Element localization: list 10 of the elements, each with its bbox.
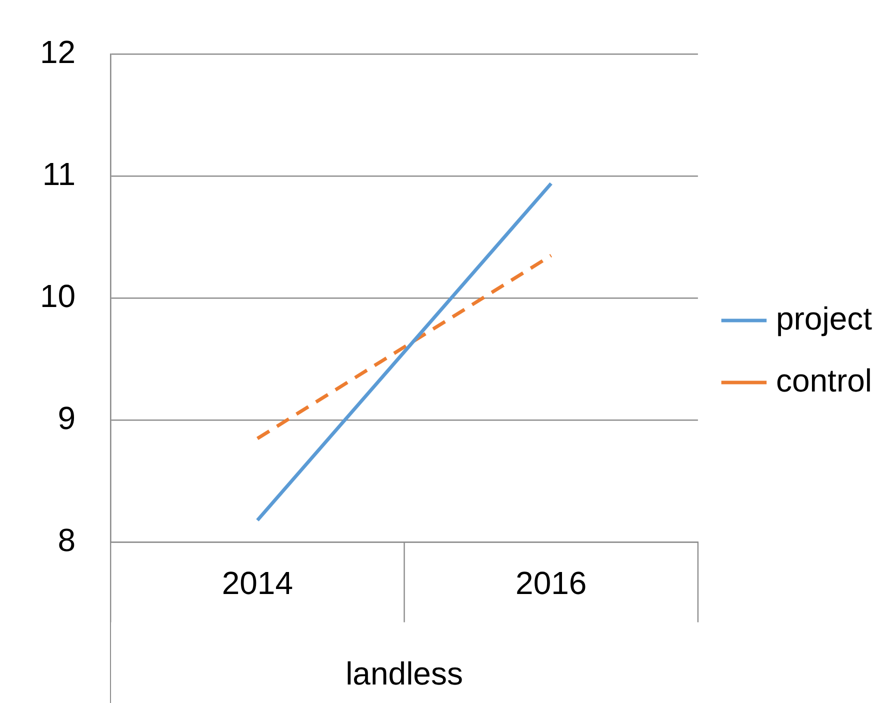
y-tick-label: 8	[58, 522, 76, 558]
x-tick-label: 2016	[516, 565, 587, 602]
y-tick-label: 12	[40, 34, 76, 70]
y-tick-label: 11	[42, 156, 76, 192]
y-tick-label: 9	[58, 400, 76, 436]
legend-label: project	[776, 300, 872, 336]
x-axis-title: landless	[346, 656, 463, 692]
legend-label: control	[776, 362, 872, 398]
y-tick-label: 10	[40, 278, 76, 314]
x-tick-label: 2014	[222, 565, 294, 602]
